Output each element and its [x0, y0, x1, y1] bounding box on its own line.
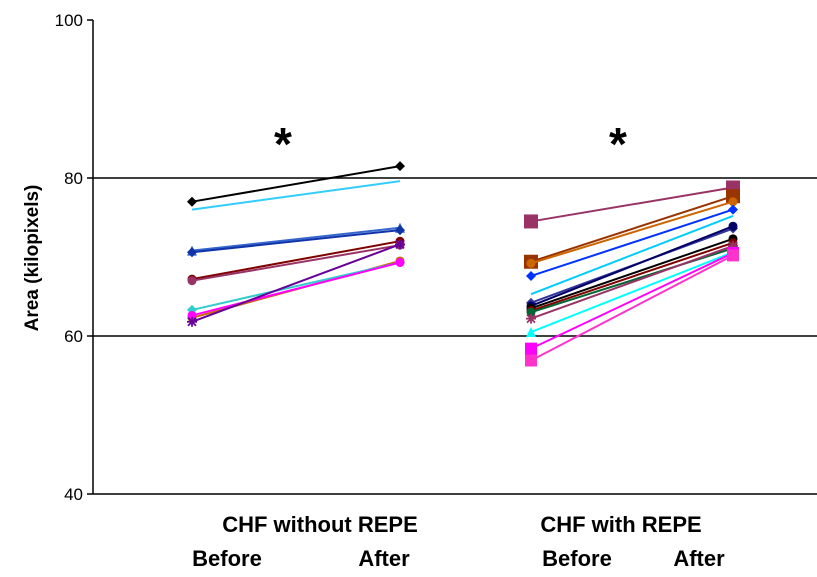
x-tick-label: Before	[542, 546, 612, 571]
data-point	[728, 221, 738, 231]
grid-layer	[93, 177, 817, 337]
series-line	[530, 252, 734, 350]
data-point	[187, 276, 197, 286]
significance-asterisk: *	[609, 118, 627, 170]
y-tick-label: 40	[64, 485, 83, 504]
data-point	[526, 307, 536, 317]
data-point	[525, 354, 537, 367]
data-point	[395, 161, 405, 172]
series-line	[530, 225, 734, 307]
y-axis-label: Area (kilopixels)	[22, 185, 43, 332]
series-line	[530, 214, 734, 296]
series-line	[530, 237, 734, 310]
group-label: CHF with REPE	[540, 512, 701, 537]
data-point	[395, 225, 405, 236]
series-line	[530, 208, 734, 277]
series-line	[191, 243, 401, 323]
series-line	[530, 195, 734, 263]
data-point	[526, 270, 536, 281]
series-line	[191, 165, 401, 203]
data-point	[395, 239, 405, 250]
series-line	[530, 244, 734, 320]
series-line	[530, 254, 734, 362]
data-point	[728, 197, 738, 207]
series-line	[530, 186, 734, 223]
data-point	[187, 316, 197, 327]
data-point	[524, 214, 538, 229]
data-point	[187, 196, 197, 207]
series-line	[530, 241, 734, 312]
series-layer	[187, 161, 740, 367]
data-point	[727, 249, 739, 262]
data-point	[395, 258, 405, 268]
x-tick-label: After	[358, 546, 410, 571]
label-layer: Area (kilopixels) CHF without REPE CHF w…	[22, 118, 725, 571]
data-point	[526, 327, 536, 338]
data-point	[187, 247, 197, 258]
significance-asterisk: *	[274, 118, 292, 170]
data-point	[526, 258, 536, 268]
series-line	[530, 247, 734, 314]
data-point	[187, 310, 197, 320]
series-line	[191, 261, 401, 317]
series-line	[191, 229, 401, 254]
series-line	[530, 200, 734, 265]
x-tick-label: Before	[192, 546, 262, 571]
y-tick-label: 100	[55, 11, 83, 30]
data-point	[728, 204, 738, 215]
axes-layer: 40 60 80 100	[55, 11, 817, 504]
data-point	[526, 313, 536, 324]
series-line	[191, 244, 401, 282]
y-tick-label: 60	[64, 327, 83, 346]
y-tick-label: 80	[64, 169, 83, 188]
x-tick-label: After	[673, 546, 725, 571]
series-line	[191, 240, 401, 281]
series-line	[530, 251, 734, 333]
series-line	[191, 180, 401, 211]
series-line	[191, 226, 401, 252]
group-label: CHF without REPE	[222, 512, 418, 537]
data-point	[525, 342, 537, 355]
